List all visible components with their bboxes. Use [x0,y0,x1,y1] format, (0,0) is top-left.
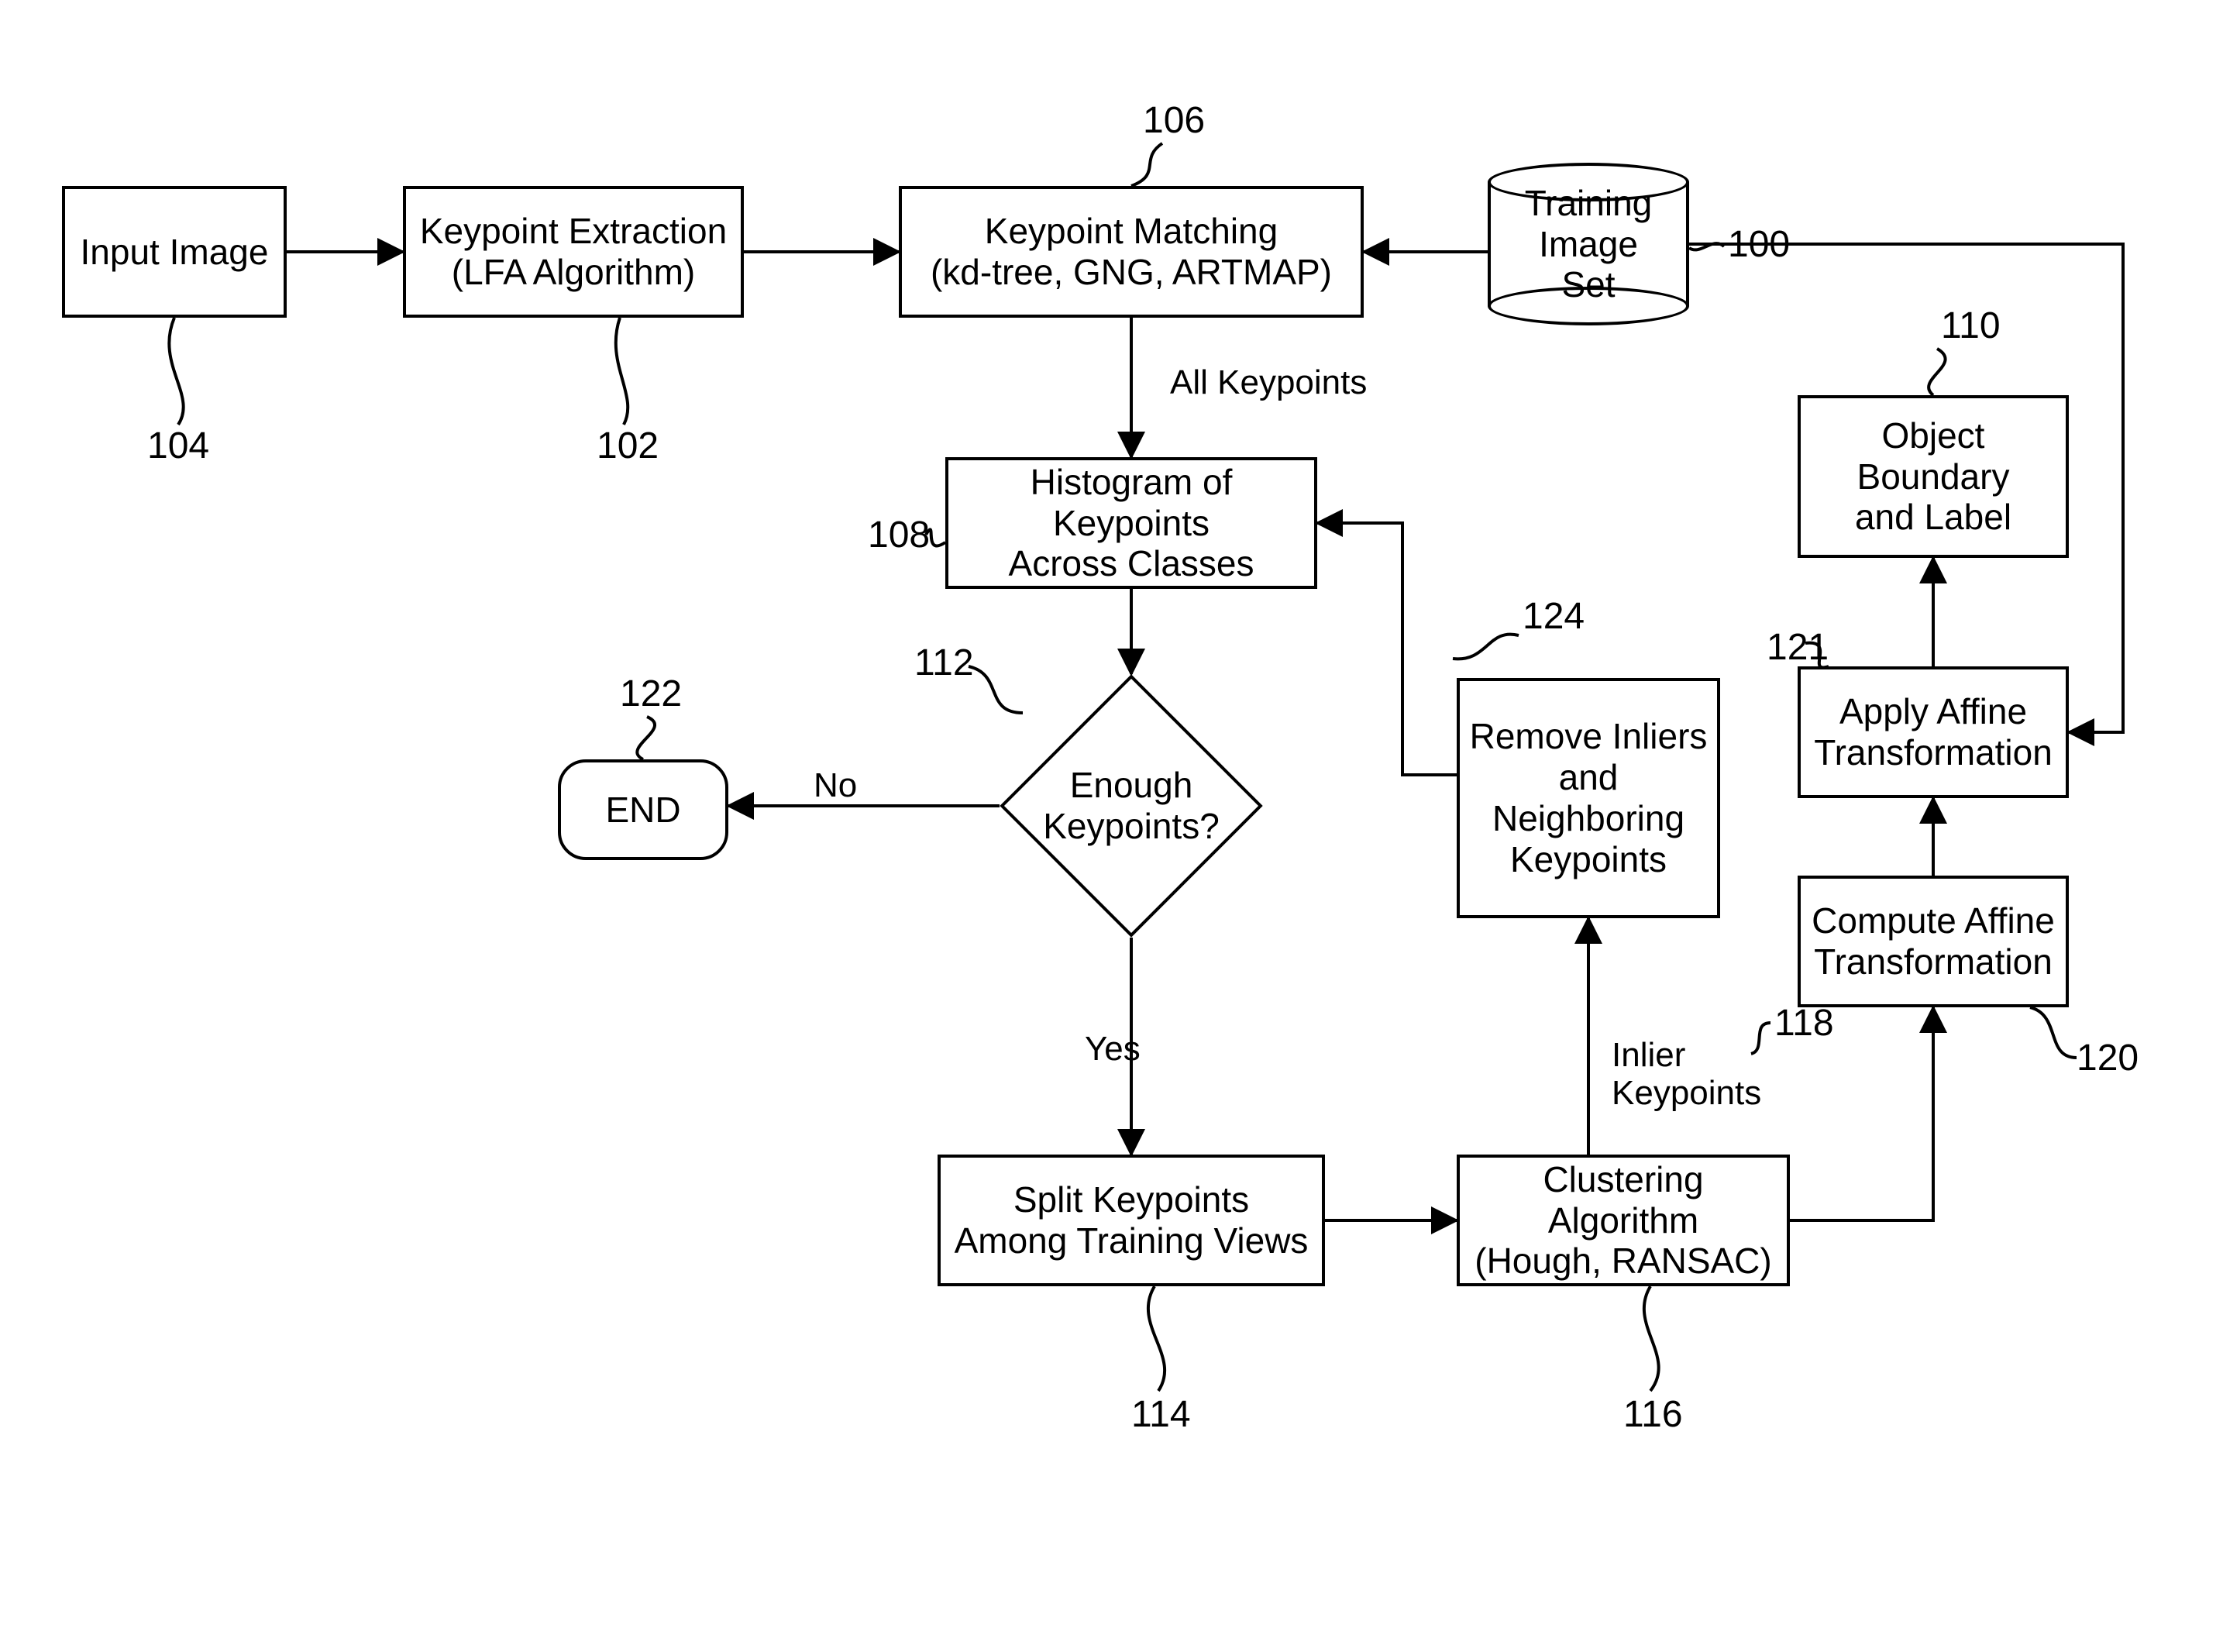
node-label: Compute AffineTransformation [1812,900,2055,983]
ref-104: 104 [147,426,209,467]
edge-label-no: No [814,767,857,804]
node-training-image-set: TrainingImageSet [1488,163,1689,325]
leader [1644,1286,1659,1391]
node-remove-inliers: Remove InliersandNeighboringKeypoints [1457,678,1720,918]
leader [1689,243,1724,250]
node-split-keypoints: Split KeypointsAmong Training Views [938,1155,1325,1286]
node-label: ObjectBoundaryand Label [1855,415,2011,539]
ref-100: 100 [1728,225,1790,266]
node-end: END [558,759,728,860]
node-label: END [605,790,680,831]
leader [1453,635,1519,659]
leader [1148,1286,1165,1391]
node-label: EnoughKeypoints? [1043,765,1220,847]
node-label: Keypoint Extraction(LFA Algorithm) [420,211,727,293]
ref-106: 106 [1143,101,1205,142]
node-label: Input Image [81,232,269,273]
ref-121: 121 [1767,628,1829,669]
ref-112: 112 [914,643,974,684]
edge-label-all-keypoints: All Keypoints [1170,364,1367,401]
node-input-image: Input Image [62,186,287,318]
ref-110: 110 [1941,306,2001,347]
edge [1317,523,1457,775]
node-enough-keypoints-label: EnoughKeypoints? [1000,674,1263,938]
leader [616,318,628,425]
node-label: Apply AffineTransformation [1814,691,2053,773]
ref-102: 102 [597,426,659,467]
node-label: Split KeypointsAmong Training Views [955,1179,1309,1261]
ref-122: 122 [620,674,682,715]
node-object-boundary: ObjectBoundaryand Label [1798,395,2069,558]
node-label: TrainingImageSet [1525,183,1652,306]
flowchart-canvas: Input Image Keypoint Extraction(LFA Algo… [0,0,2223,1652]
node-label: Histogram of KeypointsAcross Classes [958,462,1305,585]
node-clustering: Clustering Algorithm(Hough, RANSAC) [1457,1155,1790,1286]
node-label: Keypoint Matching(kd-tree, GNG, ARTMAP) [931,211,1332,293]
ref-108: 108 [868,515,930,556]
leader [2030,1007,2077,1058]
leader [637,717,655,759]
ref-114: 114 [1131,1395,1191,1436]
node-keypoint-extraction: Keypoint Extraction(LFA Algorithm) [403,186,744,318]
node-apply-affine: Apply AffineTransformation [1798,666,2069,798]
ref-118: 118 [1774,1003,1834,1045]
ref-120: 120 [2077,1038,2139,1079]
node-compute-affine: Compute AffineTransformation [1798,876,2069,1007]
leader [1929,349,1945,395]
leader [169,318,183,425]
ref-116: 116 [1623,1395,1683,1436]
node-label: Clustering Algorithm(Hough, RANSAC) [1469,1159,1777,1282]
node-keypoint-matching: Keypoint Matching(kd-tree, GNG, ARTMAP) [899,186,1364,318]
node-label: Remove InliersandNeighboringKeypoints [1470,716,1708,880]
edge-label-yes: Yes [1085,1031,1141,1068]
edge-label-inlier-keypoints: InlierKeypoints [1612,1000,1761,1112]
leader [1131,143,1162,186]
node-histogram: Histogram of KeypointsAcross Classes [945,457,1317,589]
ref-124: 124 [1523,597,1585,638]
